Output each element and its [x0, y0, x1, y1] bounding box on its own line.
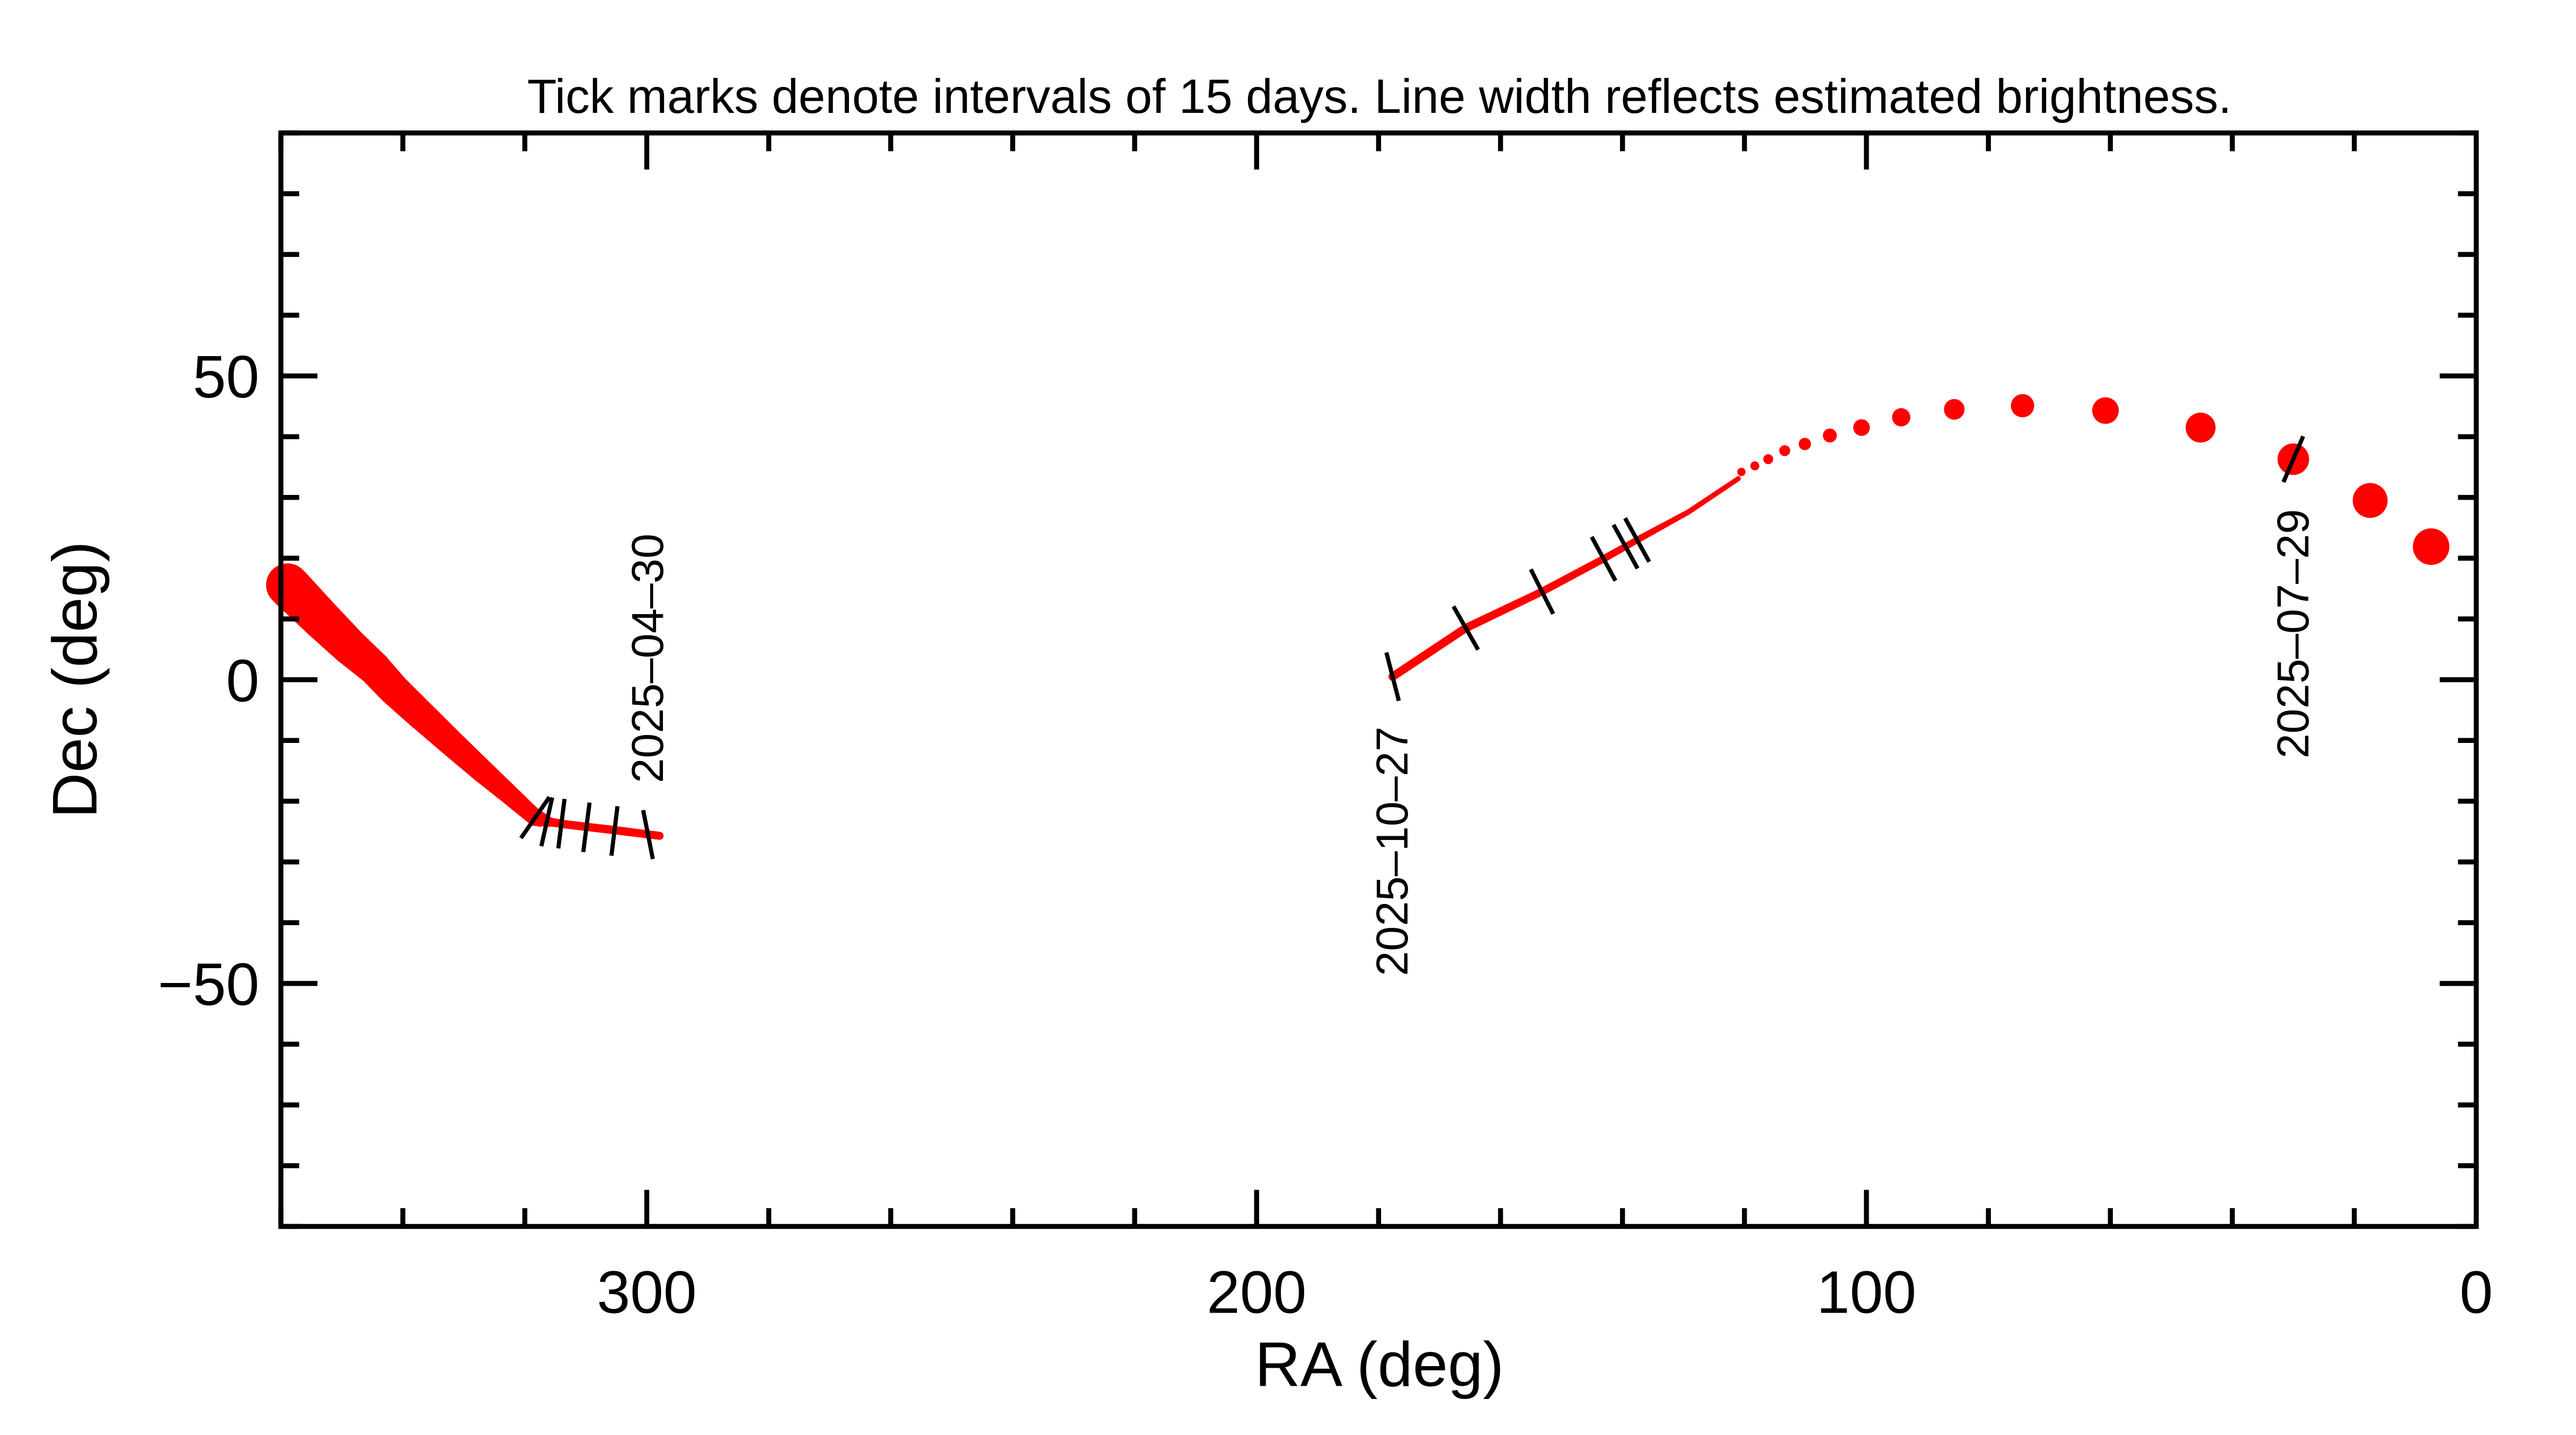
- time-tick: [556, 799, 567, 849]
- time-tick: [1590, 536, 1617, 582]
- track-point: [2185, 412, 2216, 443]
- track-point: [1750, 461, 1759, 471]
- time-tick: [539, 797, 554, 847]
- time-tick: [581, 802, 592, 853]
- track-point: [1763, 454, 1774, 464]
- time-tick: [609, 805, 620, 856]
- date-label: 2025–04–30: [622, 534, 672, 783]
- track-point: [1853, 419, 1870, 436]
- x-tick-label: 100: [1817, 1259, 1916, 1325]
- x-tick-label: 300: [597, 1259, 696, 1325]
- track-point: [2011, 394, 2034, 418]
- track-point: [1737, 467, 1746, 476]
- x-tick-label: 200: [1207, 1259, 1306, 1325]
- time-tick: [2281, 435, 2305, 483]
- track-point: [2352, 483, 2388, 518]
- y-tick-label: 50: [193, 343, 260, 410]
- track-segment: [651, 831, 664, 840]
- time-tick: [519, 795, 551, 839]
- track-point: [1892, 408, 1910, 427]
- time-tick: [1623, 517, 1651, 563]
- track-point: [2092, 397, 2119, 424]
- y-tick-label: 0: [226, 647, 259, 714]
- x-axis-label: RA (deg): [1255, 1329, 1504, 1399]
- track-point: [1822, 428, 1837, 442]
- time-tick: [1384, 652, 1401, 702]
- time-tick: [1612, 524, 1640, 570]
- track-point: [1799, 438, 1811, 450]
- chart-title: Tick marks denote intervals of 15 days. …: [527, 70, 2232, 123]
- time-tick: [1451, 605, 1480, 651]
- y-axis-label: Dec (deg): [40, 541, 110, 818]
- plot-frame: [278, 130, 2479, 1229]
- date-label: 2025–10–27: [1367, 727, 1417, 976]
- time-tick: [641, 810, 655, 860]
- track-point: [1779, 445, 1791, 456]
- track-point: [2413, 528, 2450, 565]
- time-tick: [1529, 568, 1555, 615]
- axes: 300 200 100 0 50 0 −50: [158, 130, 2493, 1325]
- track-point: [1944, 399, 1965, 420]
- plot-marks: 2025–04–30 2025–10–27 2025–07–29: [266, 394, 2450, 976]
- date-label: 2025–07–29: [2268, 509, 2318, 759]
- x-tick-label: 0: [2459, 1259, 2493, 1325]
- y-tick-label: −50: [158, 951, 259, 1018]
- track-segment: [1731, 476, 1741, 484]
